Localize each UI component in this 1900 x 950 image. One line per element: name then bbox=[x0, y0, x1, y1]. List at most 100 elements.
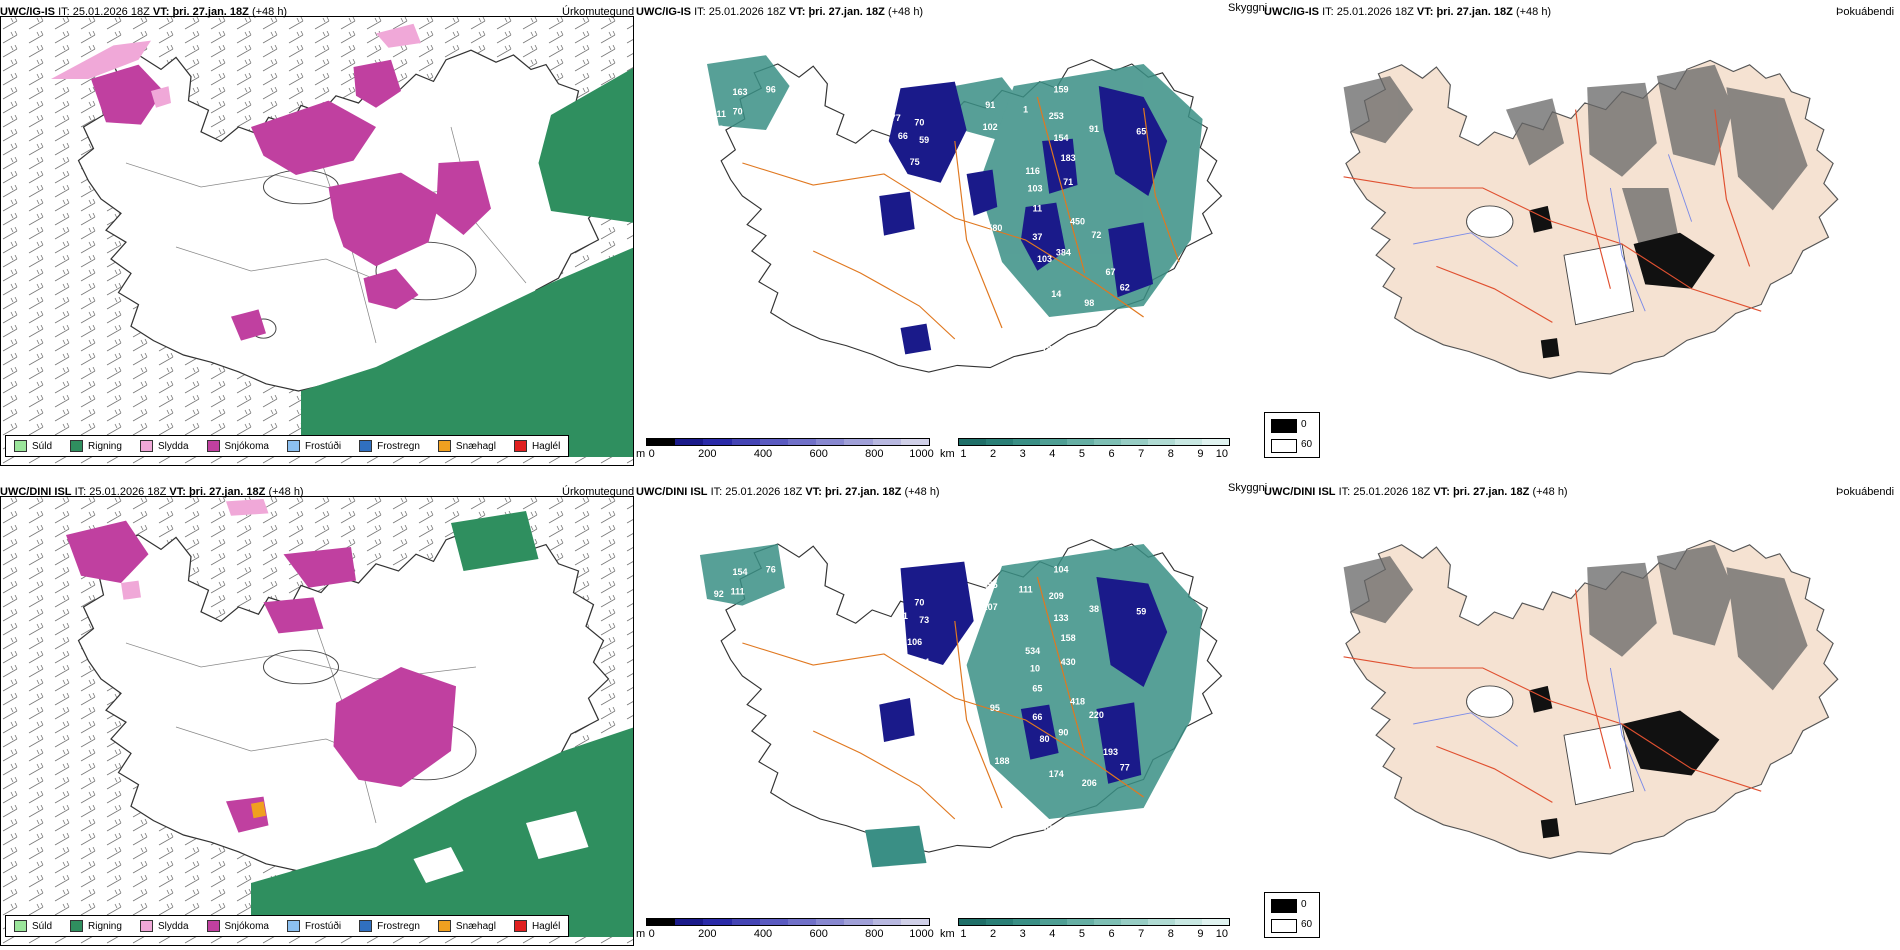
colorbar-segment bbox=[1013, 439, 1040, 445]
colorbar-tick: 5 bbox=[1078, 448, 1085, 460]
visibility-count-label: 180 bbox=[1023, 333, 1038, 343]
legend-label: Snæhagl bbox=[455, 440, 496, 452]
legend-swatch bbox=[359, 440, 373, 452]
legend-swatch bbox=[437, 440, 451, 452]
colorbar-segment bbox=[900, 439, 930, 445]
visibility-count-label: 102 bbox=[983, 122, 998, 132]
elevation-bar bbox=[646, 918, 930, 926]
colorbar-segment bbox=[703, 919, 732, 925]
visibility-count-label: 154 bbox=[733, 567, 748, 577]
colorbar-segment bbox=[986, 919, 1013, 925]
vt-label: VT: bbox=[1433, 486, 1450, 498]
it-value: 25.01.2026 18Z bbox=[725, 486, 803, 498]
colorbar-segment bbox=[1121, 919, 1148, 925]
visibility-count-label: 207 bbox=[983, 602, 998, 612]
colorbar-tick: 10 bbox=[1215, 448, 1228, 460]
visibility-unit: km bbox=[940, 448, 955, 460]
fog-map[interactable] bbox=[1304, 510, 1884, 910]
colorbar-tick: 4 bbox=[1049, 928, 1056, 940]
colorbar-tick: 6 bbox=[1108, 448, 1115, 460]
visibility-count-label: 154 bbox=[1053, 133, 1068, 143]
visibility-map[interactable]: 154 76 92 111 57 57 70 61 73 106 124 85 455 111 207 104… bbox=[636, 508, 1276, 908]
vt-value: þri. 27.jan. 18Z bbox=[172, 6, 249, 18]
visibility-count-label: 62 bbox=[1120, 283, 1130, 293]
visibility-count-label: 124 bbox=[914, 657, 929, 667]
colorbar-segment bbox=[731, 439, 760, 445]
visibility-count-label: 206 bbox=[1082, 778, 1097, 788]
legend-item: Haglél bbox=[513, 920, 561, 932]
colorbar-tick: 6 bbox=[1108, 928, 1115, 940]
legend-item: Rigning bbox=[70, 920, 122, 932]
visibility-count-label: 75 bbox=[910, 157, 920, 167]
legend-item: Súld bbox=[14, 920, 52, 932]
panel-title: UWC/IG-IS IT: 25.01.2026 18Z VT: þri. 27… bbox=[636, 6, 923, 18]
colorbar-segment bbox=[959, 439, 986, 445]
it-value: 25.01.2026 18Z bbox=[89, 486, 167, 498]
colorbar-segment bbox=[675, 439, 704, 445]
legend-swatch bbox=[139, 440, 153, 452]
legend-label: Haglél bbox=[531, 920, 561, 932]
vt-value: þri. 27.jan. 18Z bbox=[808, 6, 885, 18]
fog-map[interactable] bbox=[1304, 30, 1884, 430]
visibility-count-label: 183 bbox=[1061, 153, 1076, 163]
legend-swatch bbox=[14, 920, 27, 932]
legend-item: Snjókoma bbox=[206, 440, 269, 452]
colorbar-tick: 2 bbox=[989, 448, 997, 460]
colorbar-segment bbox=[959, 919, 986, 925]
precip-type-panel: UWC/DINI ISL IT: 25.01.2026 18Z VT: þri.… bbox=[0, 480, 640, 950]
visibility-count-label: 106 bbox=[935, 184, 950, 194]
precip-type-map[interactable]: Súld Rigning Slydda Snjókoma Frostúði Frostre… bbox=[0, 16, 634, 466]
colorbar-tick: 9 bbox=[1197, 448, 1204, 460]
colorbar-segment bbox=[647, 919, 676, 925]
vt-value: þri. 27.jan. 18Z bbox=[1452, 486, 1530, 498]
precip-type-panel: UWC/IG-IS IT: 25.01.2026 18Z VT: þri. 27… bbox=[0, 0, 640, 470]
colorbar-segment bbox=[1202, 919, 1229, 925]
visibility-count-label: 188 bbox=[994, 756, 1009, 766]
it-value: 25.01.2026 18Z bbox=[1336, 6, 1414, 18]
visibility-count-label: 66 bbox=[898, 131, 908, 141]
elevation-unit: m bbox=[636, 928, 646, 940]
fog-key: 0 60 bbox=[1264, 892, 1320, 938]
visibility-count-label: 103 bbox=[1028, 184, 1043, 194]
legend-item: Slydda bbox=[139, 440, 189, 452]
legend-label: Súld bbox=[32, 920, 53, 932]
colorbar-tick: 800 bbox=[865, 928, 884, 940]
visibility-count-label: 59 bbox=[1136, 606, 1146, 616]
colorbar-tick: 2 bbox=[989, 928, 997, 940]
visibility-count-label: 734 bbox=[943, 736, 958, 746]
visibility-count-label: 98 bbox=[1084, 298, 1094, 308]
legend-label: Súld bbox=[32, 440, 53, 452]
colorbar-tick: 600 bbox=[809, 928, 828, 940]
legend-swatch bbox=[206, 440, 220, 452]
visibility-colorbar: km 1 2 3 4 5 6 7 8 9 10 bbox=[940, 918, 1236, 948]
colorbar-tick: 7 bbox=[1138, 448, 1145, 460]
colorbar-segment bbox=[816, 439, 845, 445]
visibility-count-label: 72 bbox=[1091, 230, 1101, 240]
visibility-count-label: 450 bbox=[1070, 217, 1085, 227]
it-label: IT: bbox=[710, 486, 723, 498]
visibility-map[interactable]: 163 96 311 70 8 77 70 66 59 75 80 106 91 1 102 159 253 15… bbox=[636, 28, 1276, 428]
legend-item: Snjókoma bbox=[206, 920, 269, 932]
vt-label: VT: bbox=[805, 486, 822, 498]
visibility-count-label: 85 bbox=[938, 664, 948, 674]
legend-label: Snjókoma bbox=[224, 920, 269, 932]
visibility-count-label: 11 bbox=[1033, 203, 1043, 213]
colorbar-tick: 4 bbox=[1049, 448, 1056, 460]
visibility-count-label: 80 bbox=[917, 177, 927, 187]
colorbar-segment bbox=[759, 919, 789, 925]
elevation-bar bbox=[646, 438, 930, 446]
panel-title: UWC/DINI ISL IT: 25.01.2026 18Z VT: þri.… bbox=[636, 486, 940, 498]
colorbar-segment bbox=[816, 919, 845, 925]
colorbar-tick: 400 bbox=[753, 928, 773, 940]
colorbar-segment bbox=[844, 919, 873, 925]
legend-swatch bbox=[513, 920, 527, 932]
fog-key-high-swatch bbox=[1271, 419, 1297, 433]
visibility-count-label: 59 bbox=[919, 135, 929, 145]
visibility-count-label: 96 bbox=[766, 85, 776, 95]
visibility-count-label: 91 bbox=[985, 100, 995, 110]
vt-value: þri. 27.jan. 18Z bbox=[824, 486, 902, 498]
precip-type-map[interactable]: Súld Rigning Slydda Snjókoma Frostúði Frostre… bbox=[0, 496, 634, 946]
visibility-bar bbox=[958, 918, 1230, 926]
legend-swatch bbox=[286, 920, 300, 932]
visibility-count-label: 57 bbox=[716, 604, 726, 614]
